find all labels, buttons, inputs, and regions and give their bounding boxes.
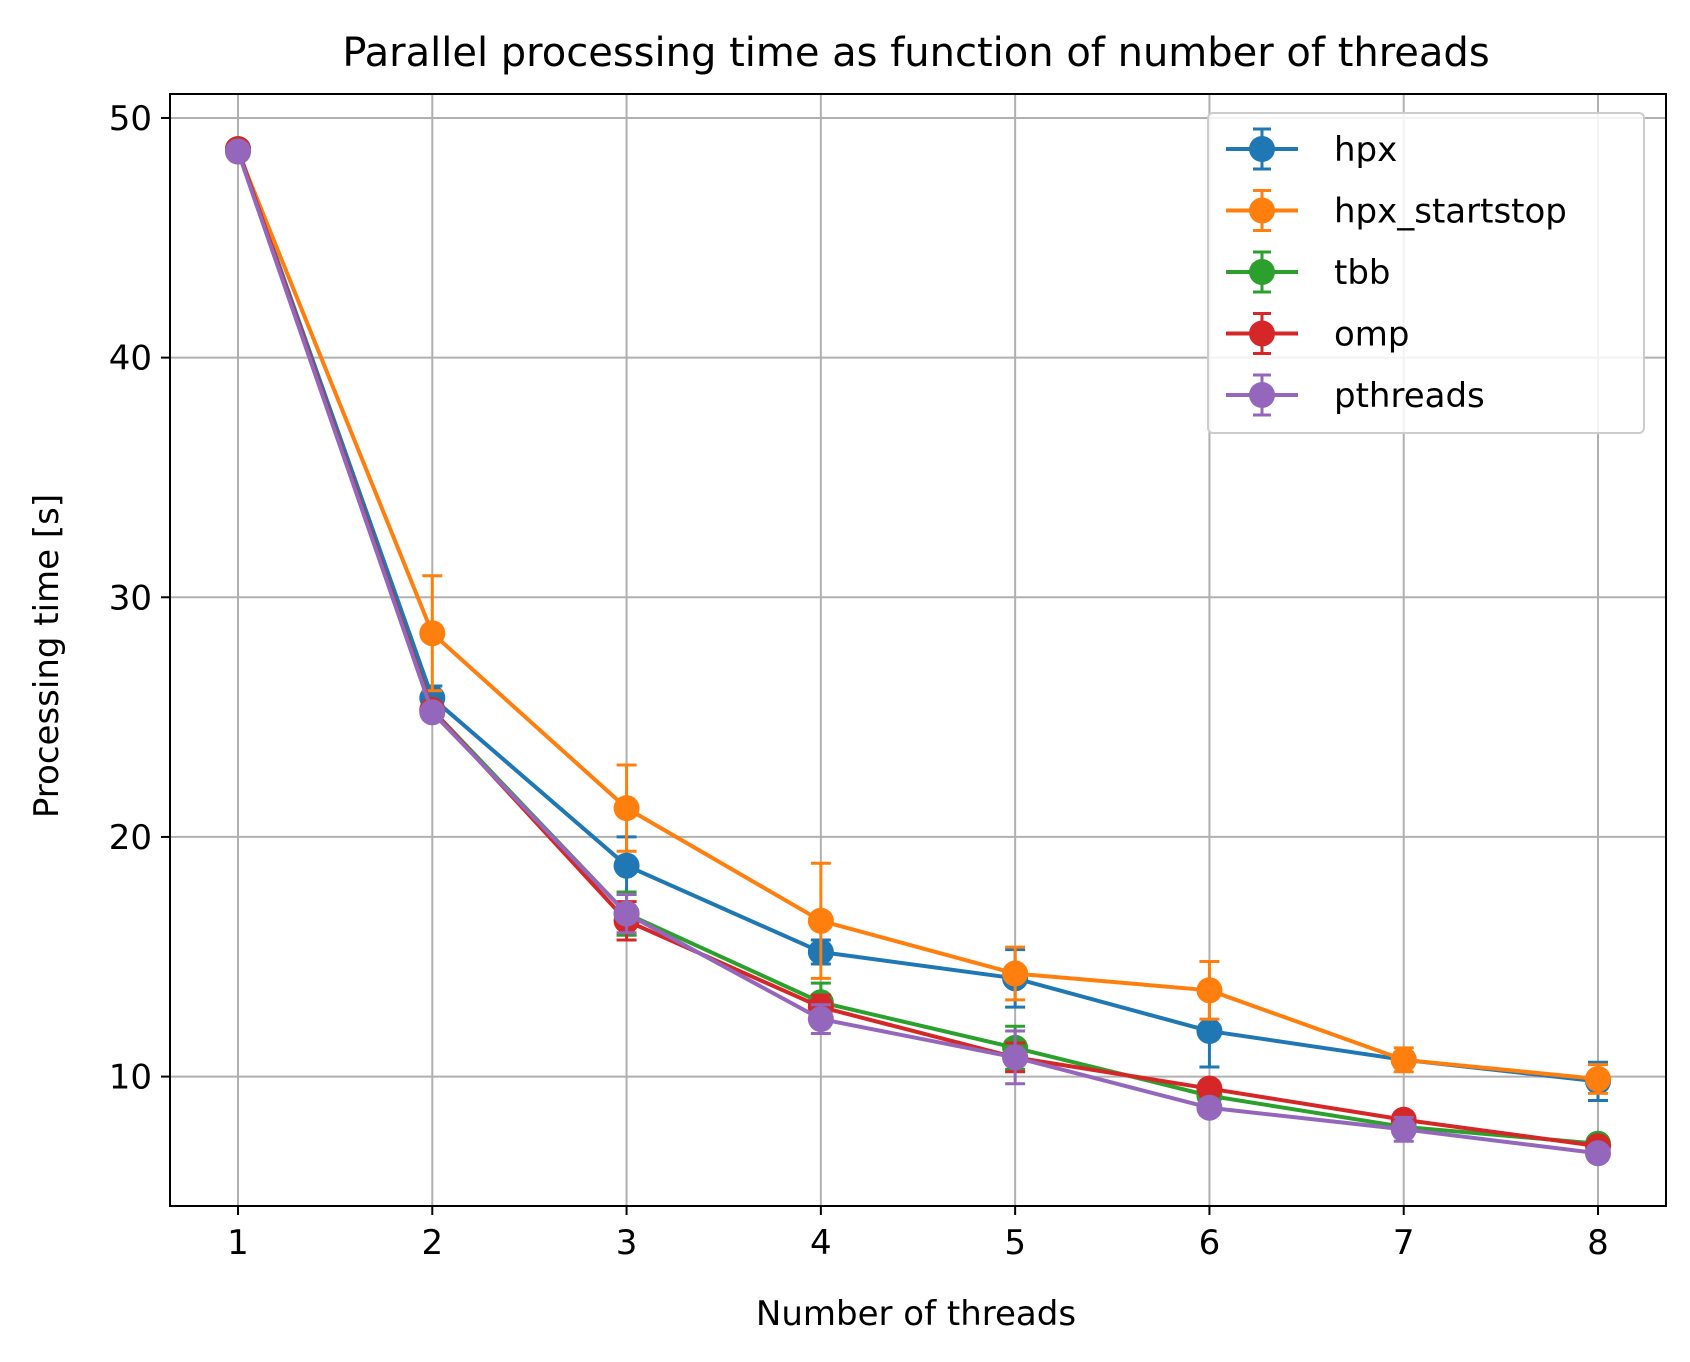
data-point bbox=[1390, 1116, 1417, 1143]
legend-marker bbox=[1249, 382, 1275, 408]
series-group bbox=[225, 136, 1611, 1167]
x-tick-label: 8 bbox=[1587, 1223, 1609, 1263]
legend-item-omp: omp bbox=[1226, 312, 1410, 355]
data-point bbox=[1585, 1065, 1611, 1092]
y-tick-label: 40 bbox=[109, 339, 152, 379]
data-point bbox=[1196, 1075, 1223, 1102]
data-point bbox=[419, 620, 446, 647]
x-tick-label: 6 bbox=[1199, 1223, 1221, 1263]
x-tick-label: 3 bbox=[616, 1223, 638, 1263]
series-pthreads bbox=[225, 138, 1611, 1167]
series-line bbox=[236, 150, 1599, 1156]
data-point bbox=[1196, 1094, 1223, 1121]
x-axis-label: Number of threads bbox=[756, 1294, 1076, 1334]
data-point bbox=[1390, 1046, 1417, 1073]
data-point bbox=[225, 138, 251, 165]
data-point bbox=[1196, 1018, 1223, 1045]
y-tick-label: 50 bbox=[109, 99, 152, 139]
legend-item-tbb: tbb bbox=[1226, 250, 1391, 294]
data-point bbox=[807, 1006, 834, 1033]
y-tick-label: 20 bbox=[109, 818, 152, 858]
chart-title: Parallel processing time as function of … bbox=[342, 30, 1489, 76]
x-tick-label: 2 bbox=[421, 1223, 443, 1263]
data-point bbox=[1196, 977, 1223, 1004]
ticks: 1 2 3 4 5 6 7 8 10 20 30 40 50 bbox=[109, 99, 1609, 1263]
legend-label: tbb bbox=[1334, 253, 1391, 293]
x-tick-label: 4 bbox=[810, 1223, 832, 1263]
x-tick-label: 1 bbox=[227, 1223, 249, 1263]
series-line bbox=[236, 148, 1599, 1084]
legend-frame bbox=[1207, 112, 1645, 434]
legend-label: omp bbox=[1334, 315, 1410, 355]
data-point bbox=[613, 852, 640, 879]
y-tick-label: 10 bbox=[109, 1058, 152, 1098]
data-point bbox=[1002, 1044, 1029, 1071]
legend-label: hpx_startstop bbox=[1334, 192, 1567, 232]
x-tick-label: 5 bbox=[1004, 1223, 1026, 1263]
y-tick-label: 30 bbox=[109, 578, 152, 618]
data-point bbox=[613, 900, 640, 927]
legend-item-pthreads: pthreads bbox=[1226, 373, 1485, 417]
legend-item-hpx_startstop: hpx_startstop bbox=[1226, 189, 1567, 232]
legend-label: hpx bbox=[1334, 130, 1397, 170]
legend-marker bbox=[1249, 320, 1275, 347]
legend-marker bbox=[1249, 136, 1275, 162]
legend-marker bbox=[1249, 197, 1275, 224]
legend-item-hpx: hpx bbox=[1226, 127, 1397, 171]
plot-frame bbox=[169, 93, 1667, 1207]
data-point bbox=[1585, 1140, 1611, 1167]
legend-label: pthreads bbox=[1334, 376, 1485, 416]
data-point bbox=[613, 795, 640, 822]
series-hpx_startstop bbox=[225, 138, 1611, 1095]
legend-marker bbox=[1249, 259, 1275, 285]
y-axis-label: Processing time [s] bbox=[27, 494, 67, 818]
x-tick-label: 7 bbox=[1393, 1223, 1415, 1263]
data-point bbox=[419, 699, 446, 726]
data-point bbox=[807, 907, 834, 934]
series-line bbox=[236, 150, 1599, 1081]
data-point bbox=[1002, 960, 1029, 987]
